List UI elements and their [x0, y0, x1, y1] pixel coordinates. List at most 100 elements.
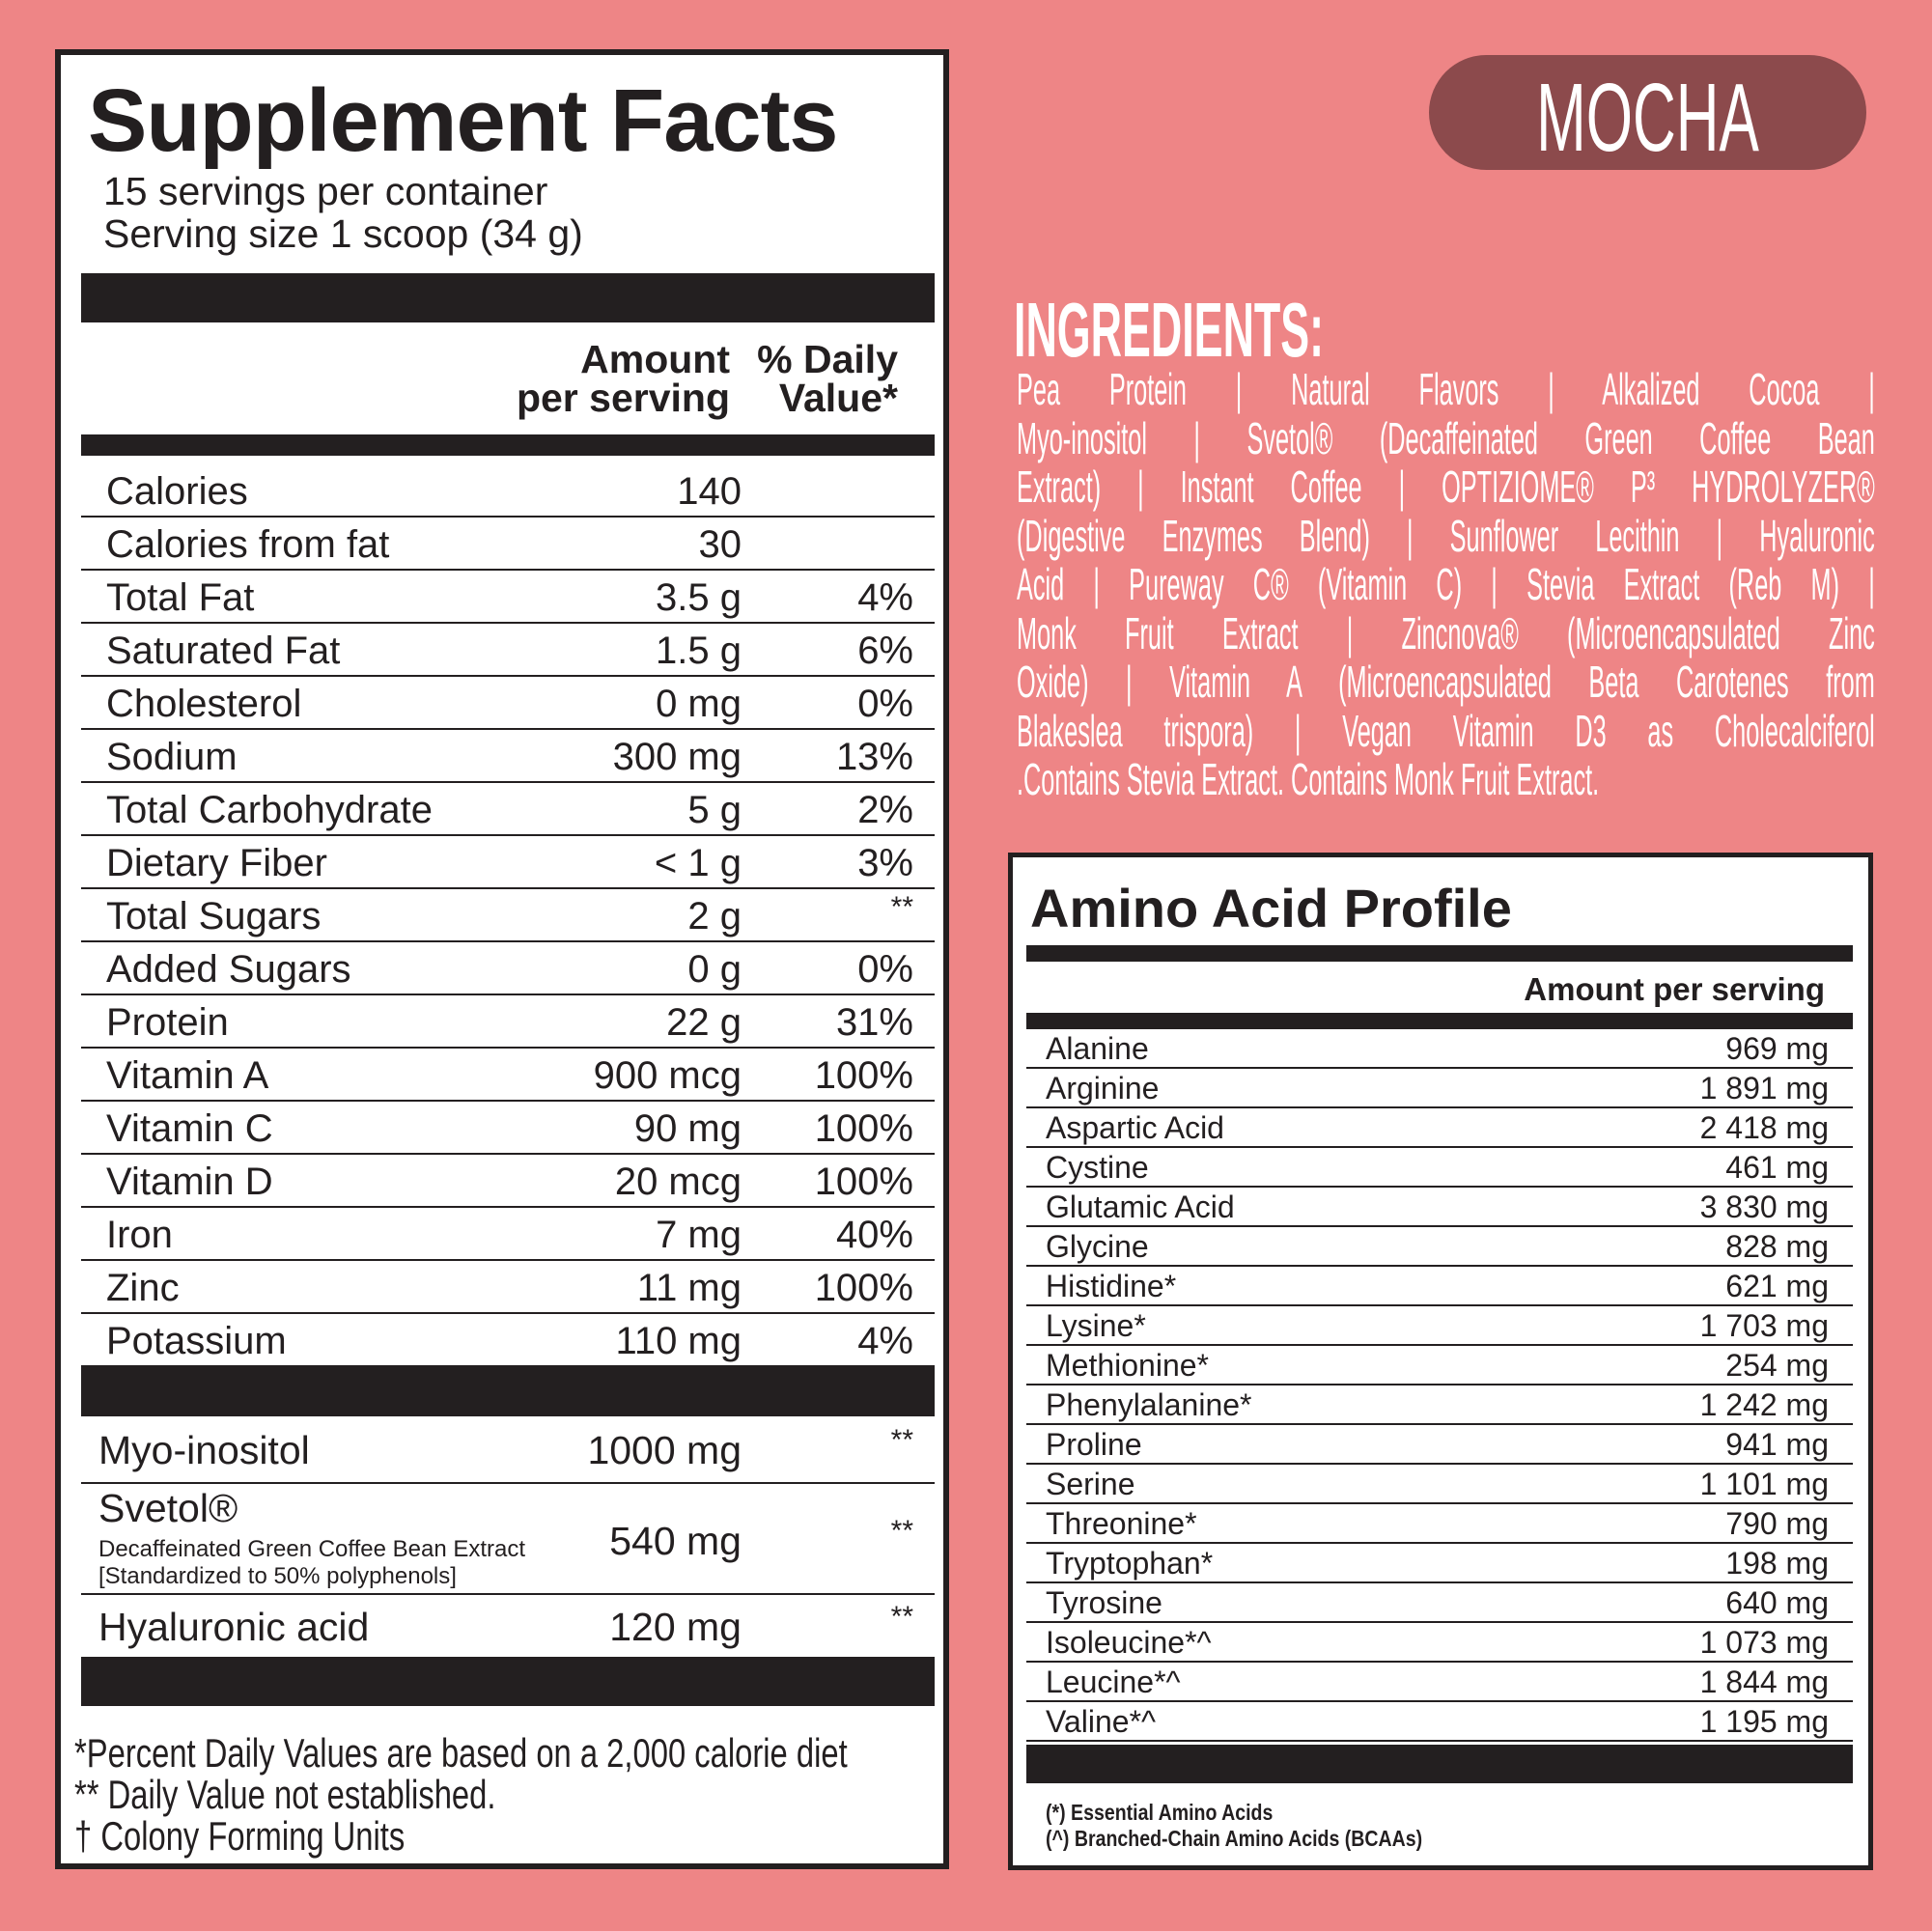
nutrient-name: Hyaluronic acid [98, 1605, 370, 1649]
nutrient-amount: < 1 g [654, 842, 742, 884]
amino-amount-header: Amount per serving [1524, 971, 1825, 1007]
divider-bar [81, 1367, 935, 1416]
row-myo-inositol: Myo-inositol 1000 mg ** [81, 1416, 935, 1484]
nutrient-name: Vitamin D [106, 1161, 273, 1203]
amino-row: Proline 941 mg [1026, 1425, 1853, 1465]
ingredients-line: Oxide) | Vitamin A (Microencapsulated Be… [1017, 657, 1875, 707]
nutrient-row: Total Fat 3.5 g 4% [81, 571, 935, 624]
nutrient-name: Iron [106, 1214, 173, 1256]
amino-row: Serine 1 101 mg [1026, 1465, 1853, 1504]
nutrient-dv: 40% [835, 1214, 913, 1256]
nutrient-dv: 100% [814, 1267, 913, 1309]
nutrient-name: Cholesterol [106, 683, 302, 725]
amino-row: Threonine* 790 mg [1026, 1504, 1853, 1544]
ingredients-line: .Contains Stevia Extract. Contains Monk … [1017, 754, 1600, 804]
amount-header-line1: Amount [580, 337, 730, 381]
nutrient-dv: 100% [814, 1161, 913, 1203]
supplement-facts-panel: Supplement Facts 15 servings per contain… [55, 49, 949, 1869]
amino-row: Leucine*^ 1 844 mg [1026, 1663, 1853, 1702]
nutrient-name: Svetol® [98, 1486, 238, 1530]
nutrient-name: Sodium [106, 736, 238, 778]
nutrient-row: Protein 22 g 31% [81, 995, 935, 1049]
amino-title: Amino Acid Profile [1030, 878, 1512, 938]
nutrient-amount: 1000 mg [587, 1428, 742, 1472]
nutrient-name: Myo-inositol [98, 1428, 310, 1472]
nutrient-amount: 3.5 g [656, 576, 742, 619]
divider-bar [1026, 1745, 1853, 1783]
amino-name: Glycine [1046, 1229, 1149, 1264]
amino-amount: 1 242 mg [1699, 1387, 1829, 1422]
servings-per-container: 15 servings per container [103, 169, 548, 213]
nutrient-amount: 22 g [666, 1001, 742, 1044]
amino-name: Methionine* [1046, 1348, 1209, 1383]
nutrient-name: Vitamin C [106, 1107, 273, 1150]
ingredients-list: Pea Protein | Natural Flavors | Alkalize… [1017, 365, 1875, 804]
amino-name: Proline [1046, 1427, 1142, 1462]
amino-amount: 1 195 mg [1699, 1704, 1829, 1739]
amino-amount: 790 mg [1725, 1506, 1829, 1541]
amino-name: Tryptophan* [1046, 1546, 1214, 1581]
amino-row: Aspartic Acid 2 418 mg [1026, 1108, 1853, 1148]
nutrient-dv: 13% [835, 736, 913, 778]
serving-size: Serving size 1 scoop (34 g) [103, 211, 583, 256]
amino-amount: 1 703 mg [1699, 1308, 1829, 1343]
amino-amount: 1 101 mg [1699, 1467, 1829, 1501]
nutrient-name: Total Sugars [106, 895, 322, 938]
nutrient-name: Potassium [106, 1320, 287, 1362]
amino-row: Tryptophan* 198 mg [1026, 1544, 1853, 1583]
ingredients-line: Blakeslea trispora) | Vegan Vitamin D3 a… [1017, 705, 1875, 756]
nutrient-amount: 30 [698, 523, 742, 566]
amino-amount: 828 mg [1725, 1229, 1829, 1264]
nutrient-name: Total Carbohydrate [106, 789, 433, 831]
nutrient-dv: 0% [857, 683, 913, 725]
flavor-name: MOCHA [1536, 64, 1759, 172]
ingredients-line: Monk Fruit Extract | Zincnova® (Microenc… [1017, 607, 1875, 658]
nutrient-row: Total Sugars 2 g ** [81, 889, 935, 942]
nutrient-dv: 2% [857, 789, 913, 831]
divider-bar [1026, 1013, 1853, 1029]
amino-row: Isoleucine*^ 1 073 mg [1026, 1623, 1853, 1663]
amino-name: Leucine*^ [1046, 1665, 1181, 1699]
ingredients-title: INGREDIENTS: [1014, 287, 1325, 373]
nutrient-row: Cholesterol 0 mg 0% [81, 677, 935, 730]
nutrient-name: Zinc [106, 1267, 180, 1309]
nutrient-dv: 100% [814, 1054, 913, 1097]
amino-row: Tyrosine 640 mg [1026, 1583, 1853, 1623]
nutrient-name: Saturated Fat [106, 630, 341, 672]
amino-amount: 1 891 mg [1699, 1071, 1829, 1105]
amino-amount: 1 844 mg [1699, 1665, 1829, 1699]
nutrient-dv: 4% [857, 576, 913, 619]
nutrient-name: Total Fat [106, 576, 255, 619]
nutrient-name: Protein [106, 1001, 229, 1044]
nutrient-row: Potassium 110 mg 4% [81, 1314, 935, 1367]
footnote-bcaa: (^) Branched-Chain Amino Acids (BCAAs) [1046, 1826, 1423, 1851]
amino-name: Alanine [1046, 1031, 1149, 1066]
nutrient-name: Dietary Fiber [106, 842, 327, 884]
facts-title: Supplement Facts [88, 71, 838, 170]
amino-row: Valine*^ 1 195 mg [1026, 1702, 1853, 1742]
amino-amount: 254 mg [1725, 1348, 1829, 1383]
divider-bar [1026, 945, 1853, 962]
amino-name: Threonine* [1046, 1506, 1197, 1541]
nutrient-dv: ** [890, 1601, 913, 1633]
footnote-cfu: † Colony Forming Units [74, 1813, 406, 1859]
nutrient-dv: 4% [857, 1320, 913, 1362]
nutrient-amount: 300 mg [612, 736, 742, 778]
amino-amount: 969 mg [1725, 1031, 1829, 1066]
divider-bar [81, 273, 935, 322]
divider-bar [81, 1657, 935, 1706]
footnote-essential: (*) Essential Amino Acids [1046, 1800, 1274, 1825]
amino-amount: 198 mg [1725, 1546, 1829, 1581]
nutrient-row: Saturated Fat 1.5 g 6% [81, 624, 935, 677]
nutrient-row: Total Carbohydrate 5 g 2% [81, 783, 935, 836]
nutrient-row: Dietary Fiber < 1 g 3% [81, 836, 935, 889]
nutrient-amount: 540 mg [609, 1519, 742, 1563]
amino-row: Alanine 969 mg [1026, 1029, 1853, 1069]
nutrient-dv: 0% [857, 948, 913, 991]
amino-row: Glutamic Acid 3 830 mg [1026, 1188, 1853, 1227]
nutrient-row: Vitamin C 90 mg 100% [81, 1102, 935, 1155]
nutrient-row: Sodium 300 mg 13% [81, 730, 935, 783]
amino-row: Methionine* 254 mg [1026, 1346, 1853, 1385]
amino-name: Serine [1046, 1467, 1135, 1501]
row-hyaluronic-acid: Hyaluronic acid 120 mg ** [81, 1593, 935, 1657]
